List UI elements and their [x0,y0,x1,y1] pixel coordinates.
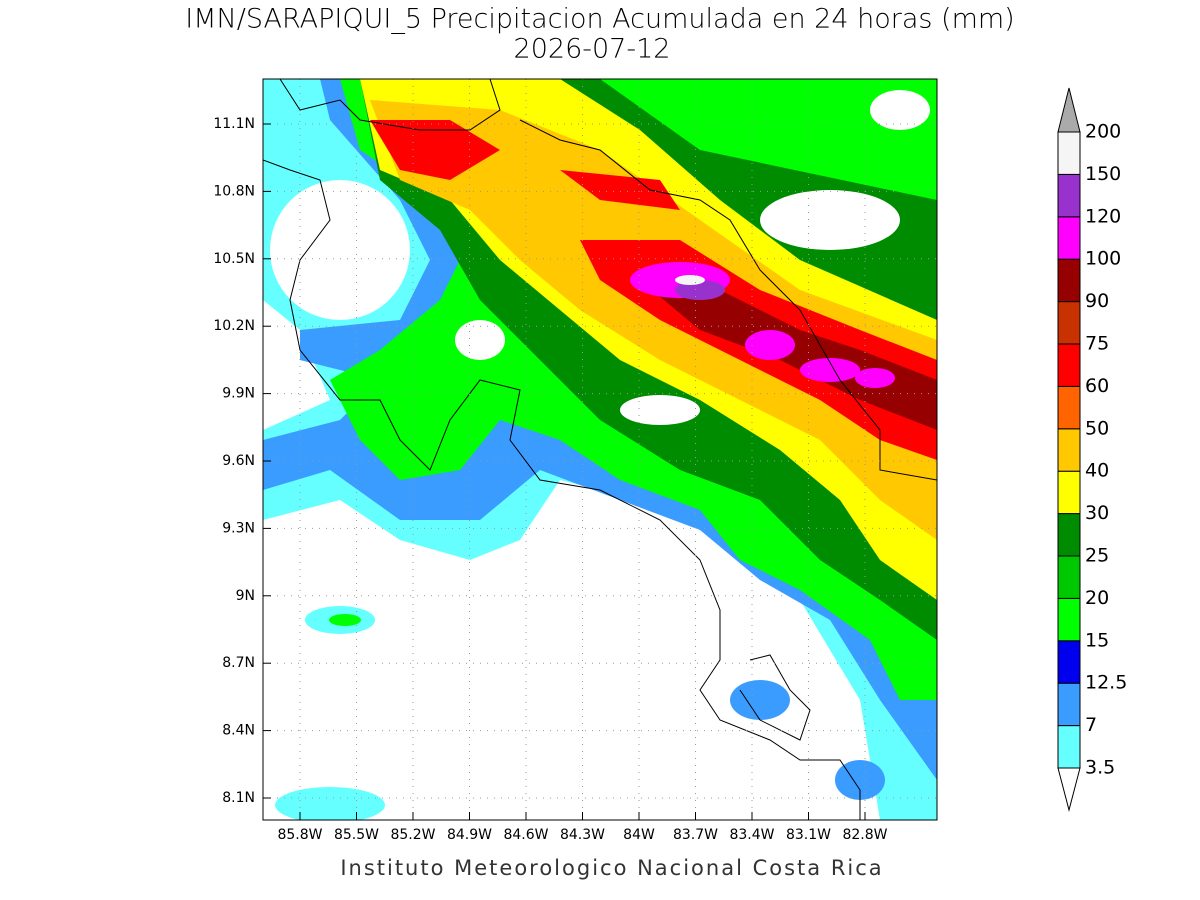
axes: 11.1N 10.8N 10.5N 10.2N 9.9N 9.6N 9.3N 9N 8.7N 8.… [213,116,887,843]
colorbar-segment [1057,513,1081,557]
colorbar-segment [1057,428,1081,472]
border [519,119,937,481]
colorbar-under [1057,767,1081,812]
rain-area [370,100,937,540]
rain-area [329,614,361,626]
lon-tick-label: 85.8W [277,827,322,843]
map-frame [262,78,938,821]
lat-tick-label: 8.1N [222,790,255,806]
grid [263,79,937,820]
dry-area [620,395,700,425]
lat-tick-label: 9N [236,588,255,604]
lon-tick-label: 84.9W [447,827,492,843]
lon-tick-label: 84W [623,827,655,843]
lon-tick-label: 83.4W [729,827,774,843]
lon-tick-label: 85.5W [334,827,379,843]
colorbar-label: 60 [1085,375,1109,397]
lat-tick-label: 10.8N [213,183,255,199]
colorbar-label: 90 [1085,290,1109,312]
colorbar-label: 40 [1085,460,1109,482]
colorbar-segment [1057,343,1081,387]
lon-tick-label: 82.8W [842,827,887,843]
rain-area [675,275,705,285]
lon-tick-label: 84.6W [503,827,548,843]
rain-area [560,170,680,210]
dry-area [455,320,505,360]
lat-tick-label: 9.9N [222,386,255,402]
lat-tick-label: 8.7N [222,655,255,671]
colorbar-label: 30 [1085,502,1109,524]
title: IMN/SARAPIQUI_5 Precipitacion Acumulada … [185,4,1014,35]
colorbar-segment [1057,640,1081,684]
colorbar-label: 12.5 [1085,672,1127,694]
colorbar-segment [1057,301,1081,345]
rain-area [370,120,500,180]
rain-area [835,760,885,800]
colorbar-label: 3.5 [1085,757,1115,779]
colorbar-label: 100 [1085,248,1121,270]
colorbar-label: 20 [1085,587,1109,609]
dry-area [760,190,900,250]
rain-area [675,280,725,300]
footer: Instituto Meteorologico Nacional Costa R… [340,856,883,880]
lat-tick-label: 9.6N [222,453,255,469]
subtitle: 2026-07-12 [514,34,671,65]
lat-tick-label: 11.1N [213,116,255,132]
coastline [263,159,861,820]
border [279,79,501,131]
colorbar-segment [1057,216,1081,260]
colorbar-label: 75 [1085,333,1109,355]
colorbar-segment [1057,470,1081,515]
rain-area [275,787,385,820]
colorbar-label: 15 [1085,629,1109,651]
colorbar-segment [1057,385,1081,430]
rain-area [800,358,860,382]
rain-area [855,368,895,388]
lat-tick-label: 8.4N [222,723,255,739]
colorbar-label: 7 [1085,714,1097,736]
colorbar-label: 150 [1085,163,1121,185]
dry-area [270,180,410,320]
lat-tick-label: 9.3N [222,520,255,536]
colorbar-label: 200 [1085,121,1121,143]
colorbar-segment [1057,682,1081,727]
colorbar-label: 50 [1085,417,1109,439]
coastline [739,654,811,741]
rain-area [745,330,795,360]
lon-tick-label: 83.1W [786,827,831,843]
colorbar-over [1057,87,1081,133]
colorbar-segment [1057,555,1081,599]
dry-area [870,90,930,130]
lon-tick-label: 84.3W [560,827,605,843]
lon-tick-label: 85.2W [390,827,435,843]
lat-tick-label: 10.2N [213,318,255,334]
colorbar-segment [1057,131,1081,175]
colorbar-label: 25 [1085,545,1109,567]
colorbar-segment [1057,258,1081,303]
lon-tick-label: 83.7W [673,827,718,843]
colorbar-segment [1057,173,1081,218]
precipitation-field [263,79,937,820]
colorbar-label: 120 [1085,205,1121,227]
colorbar-segment [1057,725,1081,769]
colorbar-segment [1057,597,1081,642]
colorbar: 3.5 7 12.5 15 20 25 30 40 50 60 75 90 100 120 150 200 [1057,87,1127,812]
lat-tick-label: 10.5N [213,251,255,267]
rain-area [730,680,790,720]
